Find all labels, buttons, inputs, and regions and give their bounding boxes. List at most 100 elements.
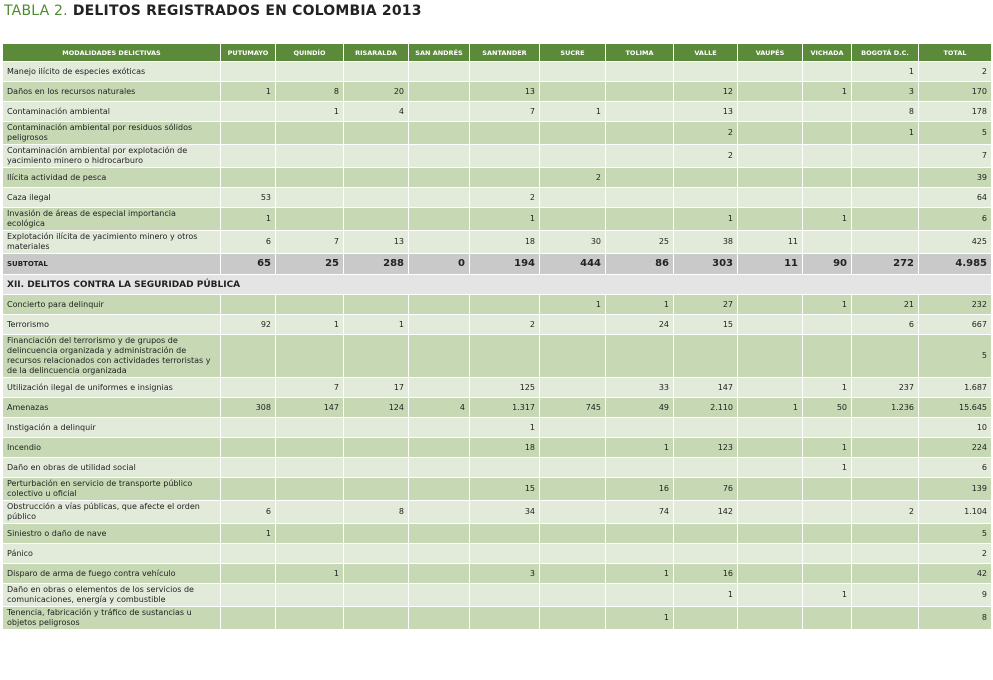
cell: 667	[918, 314, 992, 335]
row-label: SUBTOTAL	[2, 253, 221, 275]
cell: 1	[343, 314, 409, 335]
data-row: Financiación del terrorismo y de grupos …	[2, 334, 992, 378]
cell	[408, 437, 470, 458]
cell	[802, 61, 852, 82]
cell	[851, 144, 919, 168]
row-label: Amenazas	[2, 397, 221, 418]
cell	[408, 167, 470, 188]
row-label: Disparo de arma de fuego contra vehículo	[2, 563, 221, 584]
cell	[539, 523, 606, 544]
cell	[539, 334, 606, 378]
cell	[605, 207, 674, 231]
cell	[275, 457, 344, 478]
cell: 1	[802, 294, 852, 315]
cell: 11	[737, 253, 803, 275]
cell	[275, 334, 344, 378]
cell	[851, 543, 919, 564]
cell	[737, 187, 803, 208]
cell: 272	[851, 253, 919, 275]
data-row: Explotación ilícita de yacimiento minero…	[2, 230, 992, 254]
cell	[539, 121, 606, 145]
cell: 123	[673, 437, 738, 458]
column-header: TOLIMA	[605, 43, 674, 62]
cell	[802, 167, 852, 188]
cell	[673, 187, 738, 208]
data-row: Instigación a delinquir 1 10	[2, 417, 992, 438]
cell	[605, 101, 674, 122]
column-header: RISARALDA	[343, 43, 409, 62]
cell	[802, 563, 852, 584]
cell	[343, 583, 409, 607]
cell	[737, 314, 803, 335]
cell	[802, 230, 852, 254]
cell: 139	[918, 477, 992, 501]
cell	[220, 417, 276, 438]
cell	[220, 583, 276, 607]
cell	[605, 543, 674, 564]
cell: 1	[539, 294, 606, 315]
cell	[275, 167, 344, 188]
cell: 15	[673, 314, 738, 335]
cell	[851, 477, 919, 501]
cell: 1	[469, 417, 540, 438]
cell	[673, 61, 738, 82]
row-label: Obstrucción a vías públicas, que afecte …	[2, 500, 221, 524]
cell	[408, 457, 470, 478]
cell	[220, 606, 276, 630]
cell	[802, 187, 852, 208]
cell	[851, 230, 919, 254]
cell: 1	[851, 61, 919, 82]
cell	[343, 294, 409, 315]
cell	[275, 121, 344, 145]
cell	[605, 583, 674, 607]
cell	[737, 583, 803, 607]
cell: 7	[275, 230, 344, 254]
cell: 1.317	[469, 397, 540, 418]
cell	[469, 457, 540, 478]
cell: 15.645	[918, 397, 992, 418]
cell	[469, 61, 540, 82]
cell	[343, 437, 409, 458]
cell: 92	[220, 314, 276, 335]
cell	[469, 121, 540, 145]
cell: 178	[918, 101, 992, 122]
data-row: Disparo de arma de fuego contra vehículo…	[2, 563, 992, 584]
cell: 1	[605, 563, 674, 584]
cell: 288	[343, 253, 409, 275]
cell: 124	[343, 397, 409, 418]
cell: 1	[802, 437, 852, 458]
data-row: Concierto para delinquir 1 1 27 1 21 232	[2, 294, 992, 315]
cell: 15	[469, 477, 540, 501]
cell	[343, 606, 409, 630]
cell: 6	[220, 500, 276, 524]
cell: 13	[673, 101, 738, 122]
cell	[408, 477, 470, 501]
cell	[802, 543, 852, 564]
cell	[605, 167, 674, 188]
cell	[539, 477, 606, 501]
cell: 8	[275, 81, 344, 102]
cell: 224	[918, 437, 992, 458]
row-label: Explotación ilícita de yacimiento minero…	[2, 230, 221, 254]
cell: 34	[469, 500, 540, 524]
row-label: Concierto para delinquir	[2, 294, 221, 315]
row-label: Instigación a delinquir	[2, 417, 221, 438]
cell	[275, 583, 344, 607]
cell: 13	[343, 230, 409, 254]
data-row: Daño en obras de utilidad social 1 6	[2, 457, 992, 478]
cell	[275, 417, 344, 438]
cell: 4	[408, 397, 470, 418]
cell: 16	[673, 563, 738, 584]
cell	[673, 457, 738, 478]
data-row: Caza ilegal 53 2 64	[2, 187, 992, 208]
cell	[737, 563, 803, 584]
column-header: BOGOTÁ D.C.	[851, 43, 919, 62]
cell: 745	[539, 397, 606, 418]
cell: 2	[469, 187, 540, 208]
cell	[469, 583, 540, 607]
cell	[802, 523, 852, 544]
cell	[539, 457, 606, 478]
cell: 8	[918, 606, 992, 630]
cell: 2	[673, 121, 738, 145]
cell	[275, 543, 344, 564]
